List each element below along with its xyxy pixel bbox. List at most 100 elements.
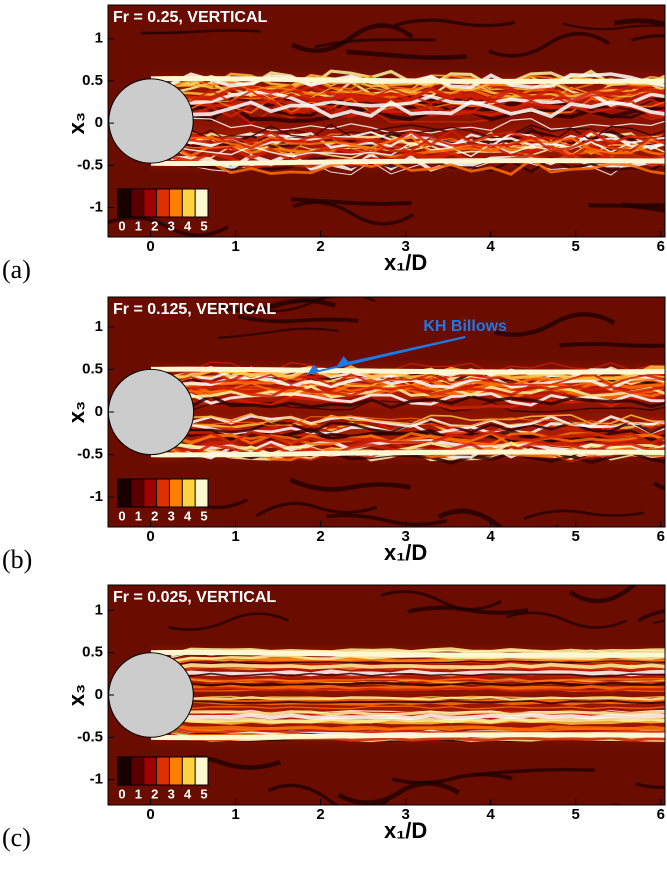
colorbar-swatch [195,757,209,785]
x-axis-label: x₁/D [384,818,427,843]
field-stripe [315,38,436,49]
y-tick-label: -1 [90,488,103,505]
panel-title: Fr = 0.125, VERTICAL [113,301,276,318]
field-stripe [637,609,665,623]
panel: 0 1 2 3 4 5Fr = 0.025, VERTICAL-1-0.500.510 1 2… [2,584,666,852]
field-stripe [291,197,412,206]
wake-streak [170,117,665,134]
field-stripe [326,513,448,527]
wake-streak [170,677,665,683]
shear-layer [150,158,665,167]
field-stripe [267,783,390,805]
y-tick-label: 1 [95,30,103,47]
colorbar-tick-label: 2 [151,218,158,233]
colorbar-swatch [169,189,183,217]
colorbar-tick-label: 5 [200,508,207,523]
y-tick-label: 1 [95,318,103,335]
field-stripe [523,509,645,520]
y-tick-label: -1 [90,771,103,788]
wake-streak [170,123,665,142]
field-stripe [559,342,665,348]
x-tick-label: 0 [146,806,154,823]
colorbar-frame [117,188,209,218]
field-stripe [237,314,359,324]
wake-streak [170,679,665,684]
x-tick-label: 4 [486,528,495,545]
field-stripe [588,203,665,208]
field-stripe [630,34,665,42]
x-tick-label: 2 [316,238,324,255]
panel-label: (a) [2,255,31,284]
wake-streak [170,158,665,176]
wake-streak [170,705,665,710]
y-axis-label: x₃ [64,684,89,706]
annotation: KH Billows [423,318,507,335]
field-stripe [562,22,665,31]
wake-streak [170,129,665,147]
colorbar-swatch [118,479,132,507]
panel-label: (b) [2,545,32,574]
wake-streak [170,684,665,691]
x-tick-label: 5 [572,806,580,823]
x-tick-label: 5 [572,528,580,545]
shear-layer [150,649,665,658]
cylinder [108,78,194,164]
wake-streak [170,394,665,410]
field-stripe [289,477,411,492]
colorbar-swatch [182,189,196,217]
colorbar-swatch [130,189,145,217]
panel: 0 1 2 3 4 5Fr = 0.25, VERTICAL-1-0.500.510 1 2 3… [2,4,666,284]
y-tick-label: 0 [95,114,103,131]
arrow-head [337,356,350,366]
field-stripe [255,501,378,518]
x-tick-label: 4 [486,806,495,823]
shear-layer [150,449,665,458]
cylinder [108,368,195,456]
colorbar-swatch [143,757,158,785]
colorbar-tick-label: 4 [184,508,192,523]
x-tick-label: 1 [231,528,239,545]
x-tick-label: 0 [146,528,154,545]
x-axis-label: x₁/D [384,540,427,565]
colorbar-swatch [169,757,183,785]
field-stripe [291,23,414,53]
colorbar-tick-label: 5 [200,218,207,233]
wake-streak [170,84,665,104]
field-stripe [488,32,610,58]
wake-streak [170,159,665,176]
field-stripe [214,298,336,313]
field-stripe [337,781,460,805]
wake-streak [170,384,665,398]
wake-streak [170,699,665,705]
field-stripe [437,508,560,527]
field-stripe [613,18,665,27]
colorbar-tick-label: 1 [135,508,142,523]
y-tick-label: 0 [95,403,103,420]
wake-streak [170,681,665,687]
colorbar-swatch [169,479,183,507]
shear-layer [150,75,665,84]
field-stripe [168,612,289,631]
colorbar-tick-label: 2 [151,508,158,523]
colorbar-tick-label: 0 [118,786,125,801]
wake-streak [170,431,665,447]
colorbar-swatch [130,479,145,507]
field-stripe [394,18,516,28]
colorbar-tick-label: 1 [135,218,142,233]
colorbar-frame [117,478,209,508]
colorbar-swatch [130,757,145,785]
plot-frame [107,4,666,238]
colorbar-tick-label: 0 [118,218,125,233]
colorbar-swatch [195,189,209,217]
field-stripe [346,49,467,60]
colorbar-swatch [195,479,209,507]
wake-streak [170,87,665,106]
colorbar-tick-label: 5 [200,786,207,801]
x-tick-label: 2 [316,806,324,823]
wake-streak [170,715,665,724]
colorbar-swatch [156,479,170,507]
wake-streak [170,375,665,391]
